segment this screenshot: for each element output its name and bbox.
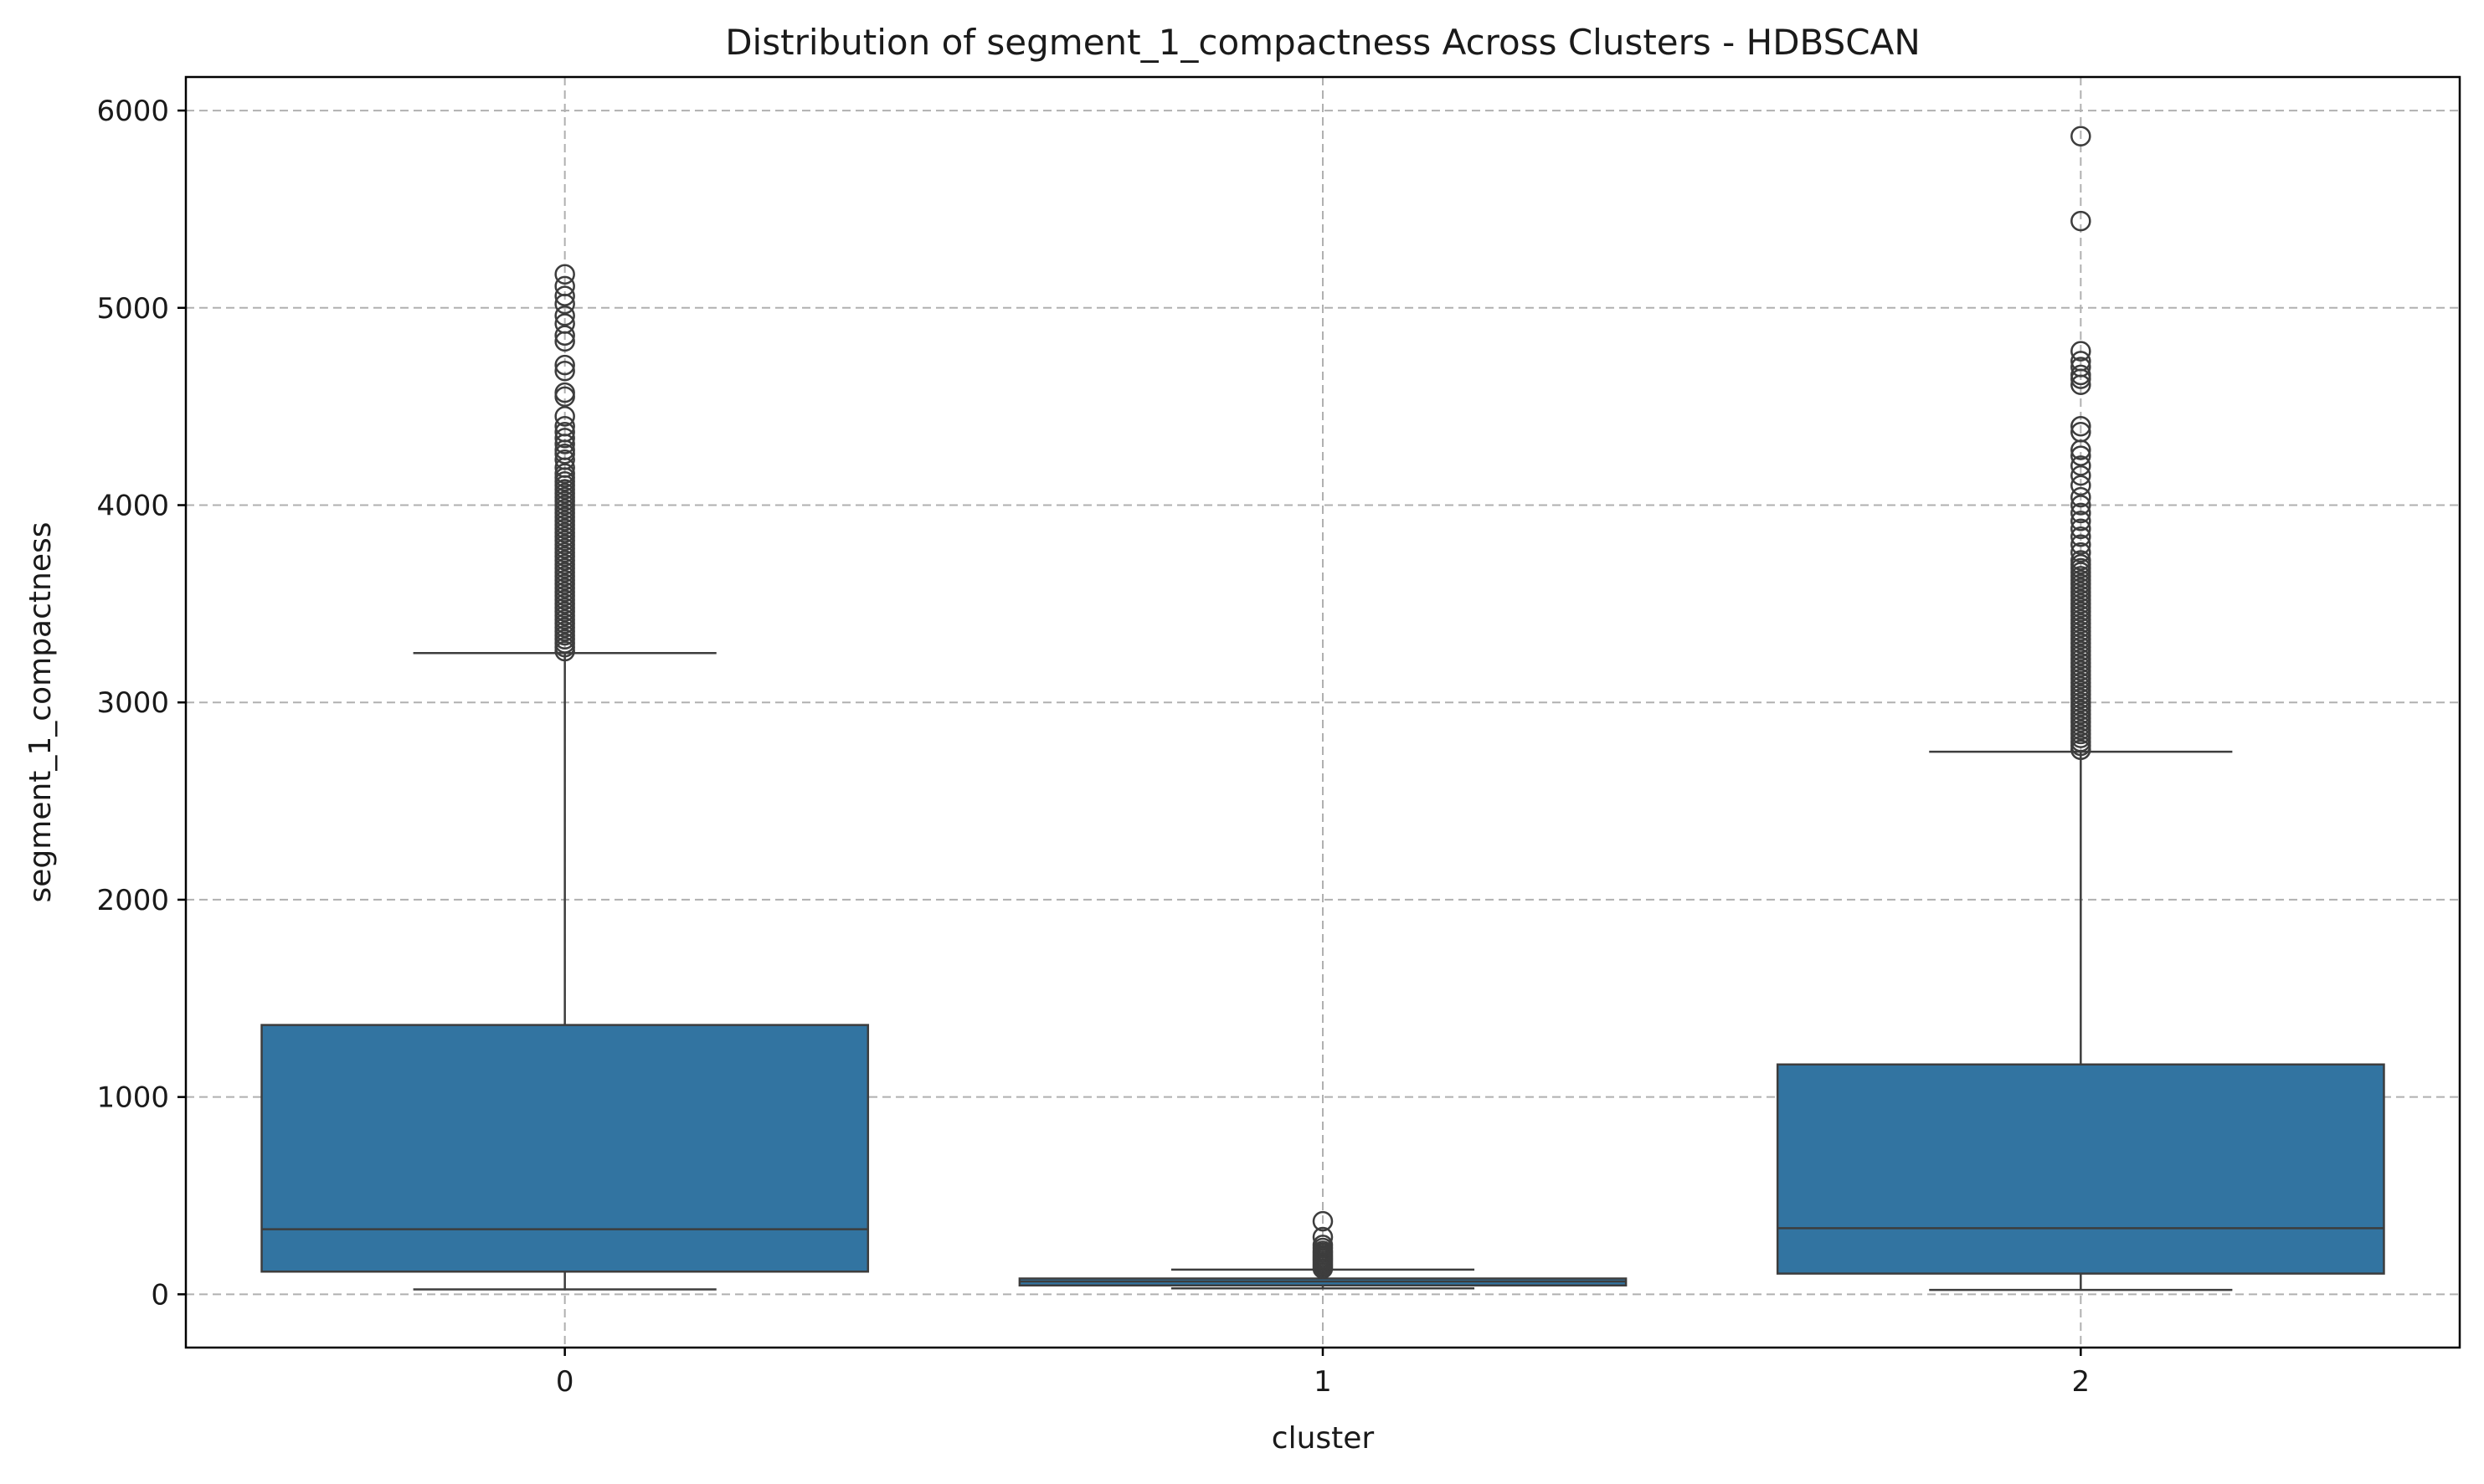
box-layer bbox=[260, 126, 2385, 1291]
y-tick-label: 0 bbox=[151, 1278, 169, 1312]
outlier-point bbox=[2070, 341, 2091, 362]
outlier-point bbox=[554, 382, 575, 403]
outlier-point bbox=[554, 415, 575, 437]
y-tick-label: 4000 bbox=[96, 490, 169, 523]
outlier-point bbox=[2070, 455, 2091, 476]
outlier-point bbox=[554, 354, 575, 376]
outlier-point bbox=[554, 275, 575, 297]
x-tick-label: 1 bbox=[1314, 1365, 1332, 1399]
outlier-point bbox=[2070, 475, 2091, 496]
outlier-point bbox=[2070, 518, 2091, 540]
x-axis-label: cluster bbox=[1272, 1421, 1375, 1456]
y-tick-label: 2000 bbox=[96, 884, 169, 917]
outlier-point bbox=[554, 406, 575, 427]
outlier-point bbox=[2070, 511, 2091, 531]
x-tick-label: 0 bbox=[556, 1365, 574, 1399]
outlier-point bbox=[554, 422, 575, 443]
outlier-point bbox=[2070, 351, 2091, 372]
y-tick-label: 6000 bbox=[96, 95, 169, 128]
box-plot-cluster-2 bbox=[1776, 126, 2385, 1291]
outlier-point bbox=[2070, 486, 2091, 508]
y-tick-label: 1000 bbox=[96, 1081, 169, 1115]
outlier-point bbox=[1312, 1226, 1334, 1248]
box-plot-cluster-0 bbox=[260, 264, 870, 1291]
tick-layer: 0 1000 2000 3000 4000 5000 6000 0 1 2 bbox=[96, 95, 2090, 1399]
box-plot-cluster-1 bbox=[1018, 1210, 1628, 1290]
y-axis-label: segment_1_compactness bbox=[23, 522, 58, 903]
y-tick-label: 3000 bbox=[96, 686, 169, 720]
outlier-point bbox=[2070, 415, 2091, 437]
outlier-point bbox=[554, 463, 575, 485]
outlier-point bbox=[554, 264, 575, 285]
outlier-point bbox=[554, 305, 575, 326]
outlier-point bbox=[2070, 542, 2091, 563]
outlier-point bbox=[1312, 1235, 1334, 1255]
y-tick-label: 5000 bbox=[96, 292, 169, 326]
outlier-point bbox=[2070, 534, 2091, 555]
outlier-point bbox=[2070, 357, 2091, 377]
outlier-point bbox=[554, 325, 575, 347]
outlier-point bbox=[2070, 526, 2091, 547]
outlier-point bbox=[554, 285, 575, 306]
x-tick-label: 2 bbox=[2072, 1365, 2091, 1399]
outlier-point bbox=[2070, 445, 2091, 466]
outlier-point bbox=[2070, 502, 2091, 524]
outlier-point bbox=[2070, 550, 2091, 571]
outlier-point bbox=[554, 449, 575, 470]
outlier-point bbox=[2070, 422, 2091, 443]
iqr-box bbox=[1776, 1063, 2385, 1275]
outlier-point bbox=[1312, 1210, 1334, 1232]
outlier-point bbox=[554, 313, 575, 334]
outlier-point bbox=[2070, 126, 2091, 146]
outlier-point bbox=[2070, 495, 2091, 516]
chart-title: Distribution of segment_1_compactness Ac… bbox=[725, 22, 1921, 63]
outlier-point bbox=[2070, 465, 2091, 486]
iqr-box bbox=[260, 1024, 870, 1273]
outlier-point bbox=[2070, 364, 2091, 386]
outlier-point bbox=[554, 360, 575, 382]
plot-frame bbox=[184, 75, 2461, 1349]
outlier-point bbox=[2070, 210, 2091, 232]
outlier-point bbox=[554, 428, 575, 449]
